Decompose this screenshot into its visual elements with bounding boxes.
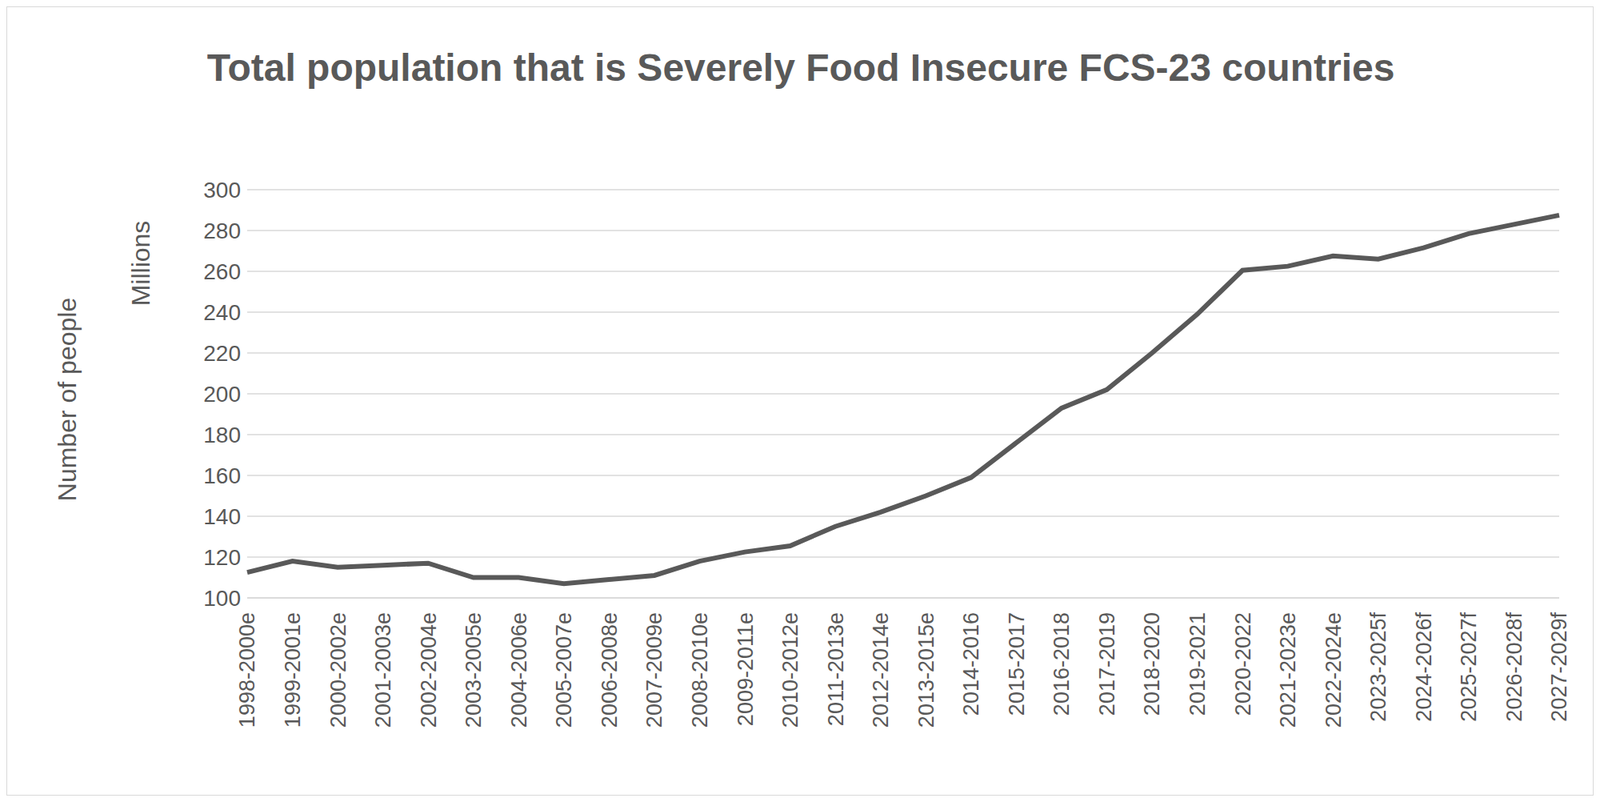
svg-text:1998-2000e: 1998-2000e — [235, 612, 260, 728]
html-text:Total population that is Sever: Total population that is Severely Food I… — [206, 46, 1395, 89]
svg-text:2013-2015e: 2013-2015e — [914, 612, 939, 728]
svg-text:2022-2024e: 2022-2024e — [1321, 612, 1346, 728]
svg-text:2011-2013e: 2011-2013e — [824, 612, 848, 726]
svg-text:2023-2025f: 2023-2025f — [1366, 612, 1391, 722]
svg-text:2018-2020: 2018-2020 — [1140, 612, 1164, 716]
html-text:Number of people: Number of people — [52, 297, 82, 501]
svg-text:140: 140 — [203, 504, 241, 529]
svg-text:120: 120 — [203, 544, 241, 570]
svg-text:2015-2017: 2015-2017 — [1004, 612, 1029, 716]
svg-text:180: 180 — [203, 422, 241, 448]
svg-text:1999-2001e: 1999-2001e — [280, 612, 305, 728]
svg-text:2009-2011e: 2009-2011e — [733, 612, 758, 726]
svg-text:220: 220 — [203, 340, 241, 366]
svg-text:2001-2003e: 2001-2003e — [371, 612, 396, 728]
svg-text:2004-2006e: 2004-2006e — [507, 612, 532, 728]
svg-text:160: 160 — [203, 463, 241, 488]
svg-text:2000-2002e: 2000-2002e — [326, 612, 351, 728]
svg-text:280: 280 — [203, 218, 241, 244]
svg-text:2026-2028f: 2026-2028f — [1502, 612, 1527, 722]
svg-text:200: 200 — [203, 381, 241, 407]
svg-text:2019-2021: 2019-2021 — [1185, 612, 1210, 716]
svg-text:2025-2027f: 2025-2027f — [1456, 612, 1481, 722]
svg-text:2017-2019: 2017-2019 — [1095, 612, 1120, 716]
svg-text:2021-2023e: 2021-2023e — [1276, 612, 1300, 728]
svg-text:2024-2026f: 2024-2026f — [1412, 612, 1436, 722]
svg-text:240: 240 — [203, 300, 241, 325]
svg-text:2006-2008e: 2006-2008e — [597, 612, 622, 728]
svg-text:2005-2007e: 2005-2007e — [552, 612, 576, 728]
svg-text:2014-2016: 2014-2016 — [959, 612, 984, 716]
svg-text:2012-2014e: 2012-2014e — [868, 612, 893, 728]
svg-text:2027-2029f: 2027-2029f — [1547, 612, 1572, 722]
html-text:Millions: Millions — [126, 220, 155, 306]
svg-text:300: 300 — [203, 177, 241, 203]
svg-text:2010-2012e: 2010-2012e — [778, 612, 803, 728]
svg-text:2003-2005e: 2003-2005e — [461, 612, 486, 728]
svg-text:2020-2022: 2020-2022 — [1231, 612, 1256, 716]
svg-text:2016-2018: 2016-2018 — [1049, 612, 1074, 716]
svg-text:2002-2004e: 2002-2004e — [416, 612, 441, 728]
svg-text:260: 260 — [203, 259, 241, 284]
svg-text:100: 100 — [203, 585, 241, 611]
svg-text:2007-2009e: 2007-2009e — [642, 612, 667, 728]
svg-text:2008-2010e: 2008-2010e — [688, 612, 712, 728]
